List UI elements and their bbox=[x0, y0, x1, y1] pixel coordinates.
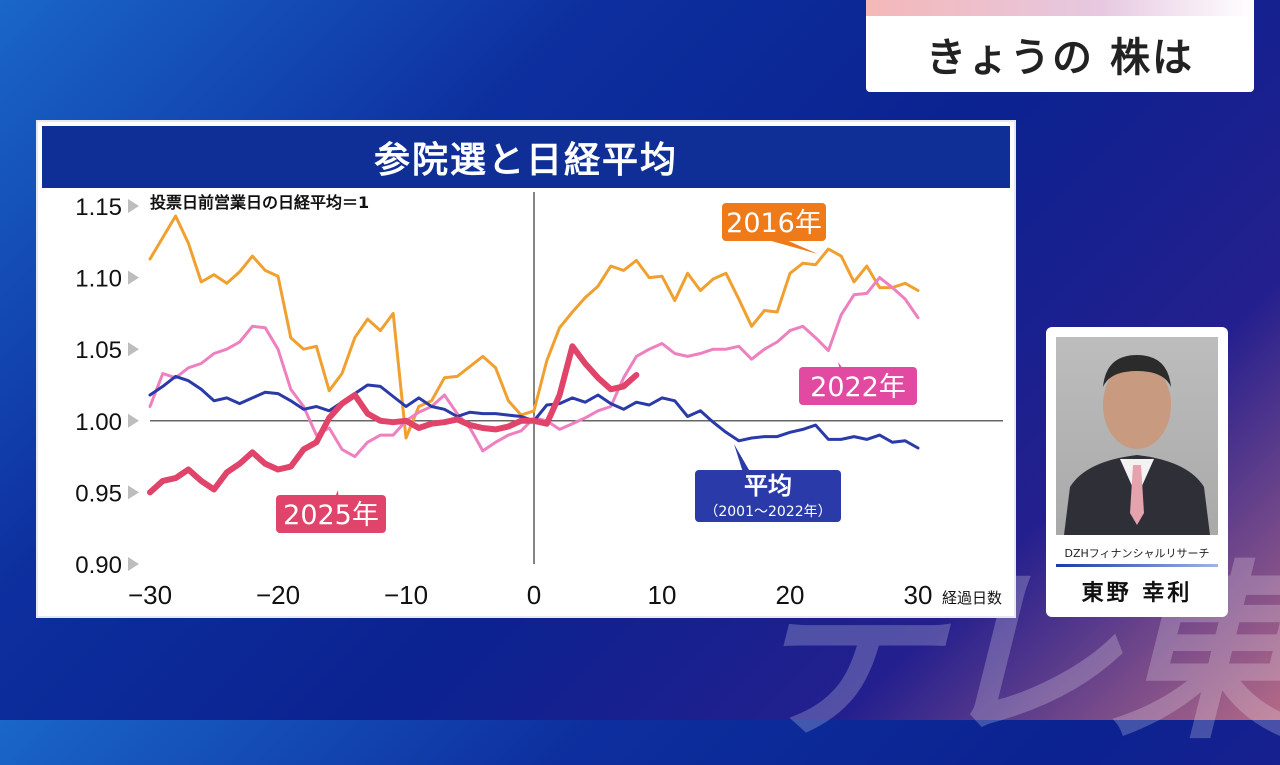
x-tick-label: −20 bbox=[256, 580, 300, 610]
x-tick-label: 30 bbox=[904, 580, 933, 610]
name-divider bbox=[1056, 564, 1218, 567]
topic-accent-strip bbox=[866, 0, 1254, 16]
y-tick-label: 1.10 bbox=[75, 266, 122, 293]
y-tick-marker bbox=[128, 485, 139, 500]
line-chart: 0.90 0.95 1.00 1.05 1.10 1.15 −30 −20 −10 0 10 20 30… bbox=[75, 192, 1003, 610]
y-tick-marker bbox=[128, 413, 139, 428]
label-2016-box bbox=[722, 203, 826, 241]
guest-name: 東野 幸利 bbox=[1081, 581, 1193, 606]
y-tick-label: 0.90 bbox=[75, 552, 122, 579]
y-tick-marker bbox=[128, 199, 139, 213]
y-tick-marker bbox=[128, 270, 139, 285]
chart-card: 参院選と日経平均 0.90 0.95 1.00 1.05 1.10 1.15 −30 −20 −… bbox=[36, 120, 1016, 618]
x-tick-label: −10 bbox=[384, 580, 428, 610]
guest-photo bbox=[1056, 337, 1218, 535]
label-2016-text: 2016年 bbox=[726, 208, 822, 239]
x-tick-label: 0 bbox=[527, 580, 541, 610]
y-tick-marker bbox=[128, 342, 139, 357]
x-tick-label: 20 bbox=[776, 580, 805, 610]
label-2025-text: 2025年 bbox=[283, 500, 379, 531]
x-axis-label: 経過日数 bbox=[942, 589, 1002, 607]
topic-title: きょうの 株は bbox=[866, 16, 1254, 92]
x-tick-label: 10 bbox=[648, 580, 677, 610]
series-line-2016 bbox=[148, 214, 920, 440]
guest-company: DZHフィナンシャルリサーチ bbox=[1064, 547, 1210, 560]
chart-title: 参院選と日経平均 bbox=[42, 126, 1010, 188]
y-tick-label: 1.00 bbox=[75, 409, 122, 436]
person-silhouette bbox=[1064, 355, 1210, 535]
label-2022-text: 2022年 bbox=[810, 372, 906, 403]
y-tick-label: 1.15 bbox=[75, 194, 122, 221]
y-tick-label: 1.05 bbox=[75, 337, 122, 364]
label-average-subtext: （2001〜2022年） bbox=[704, 504, 831, 520]
guest-card: DZHフィナンシャルリサーチ 東野 幸利 bbox=[1046, 327, 1228, 617]
label-average-text: 平均 bbox=[744, 472, 792, 500]
y-tick-label: 0.95 bbox=[75, 480, 122, 507]
x-tick-label: −30 bbox=[128, 580, 172, 610]
label-average-box bbox=[695, 470, 841, 522]
series-line-2025 bbox=[147, 343, 640, 496]
label-2025-box bbox=[276, 495, 386, 533]
chart-note: 投票日前営業日の日経平均＝1 bbox=[150, 193, 369, 212]
y-tick-marker bbox=[128, 557, 139, 571]
label-2022-box bbox=[799, 367, 917, 405]
label-2016-pointer bbox=[764, 239, 818, 254]
